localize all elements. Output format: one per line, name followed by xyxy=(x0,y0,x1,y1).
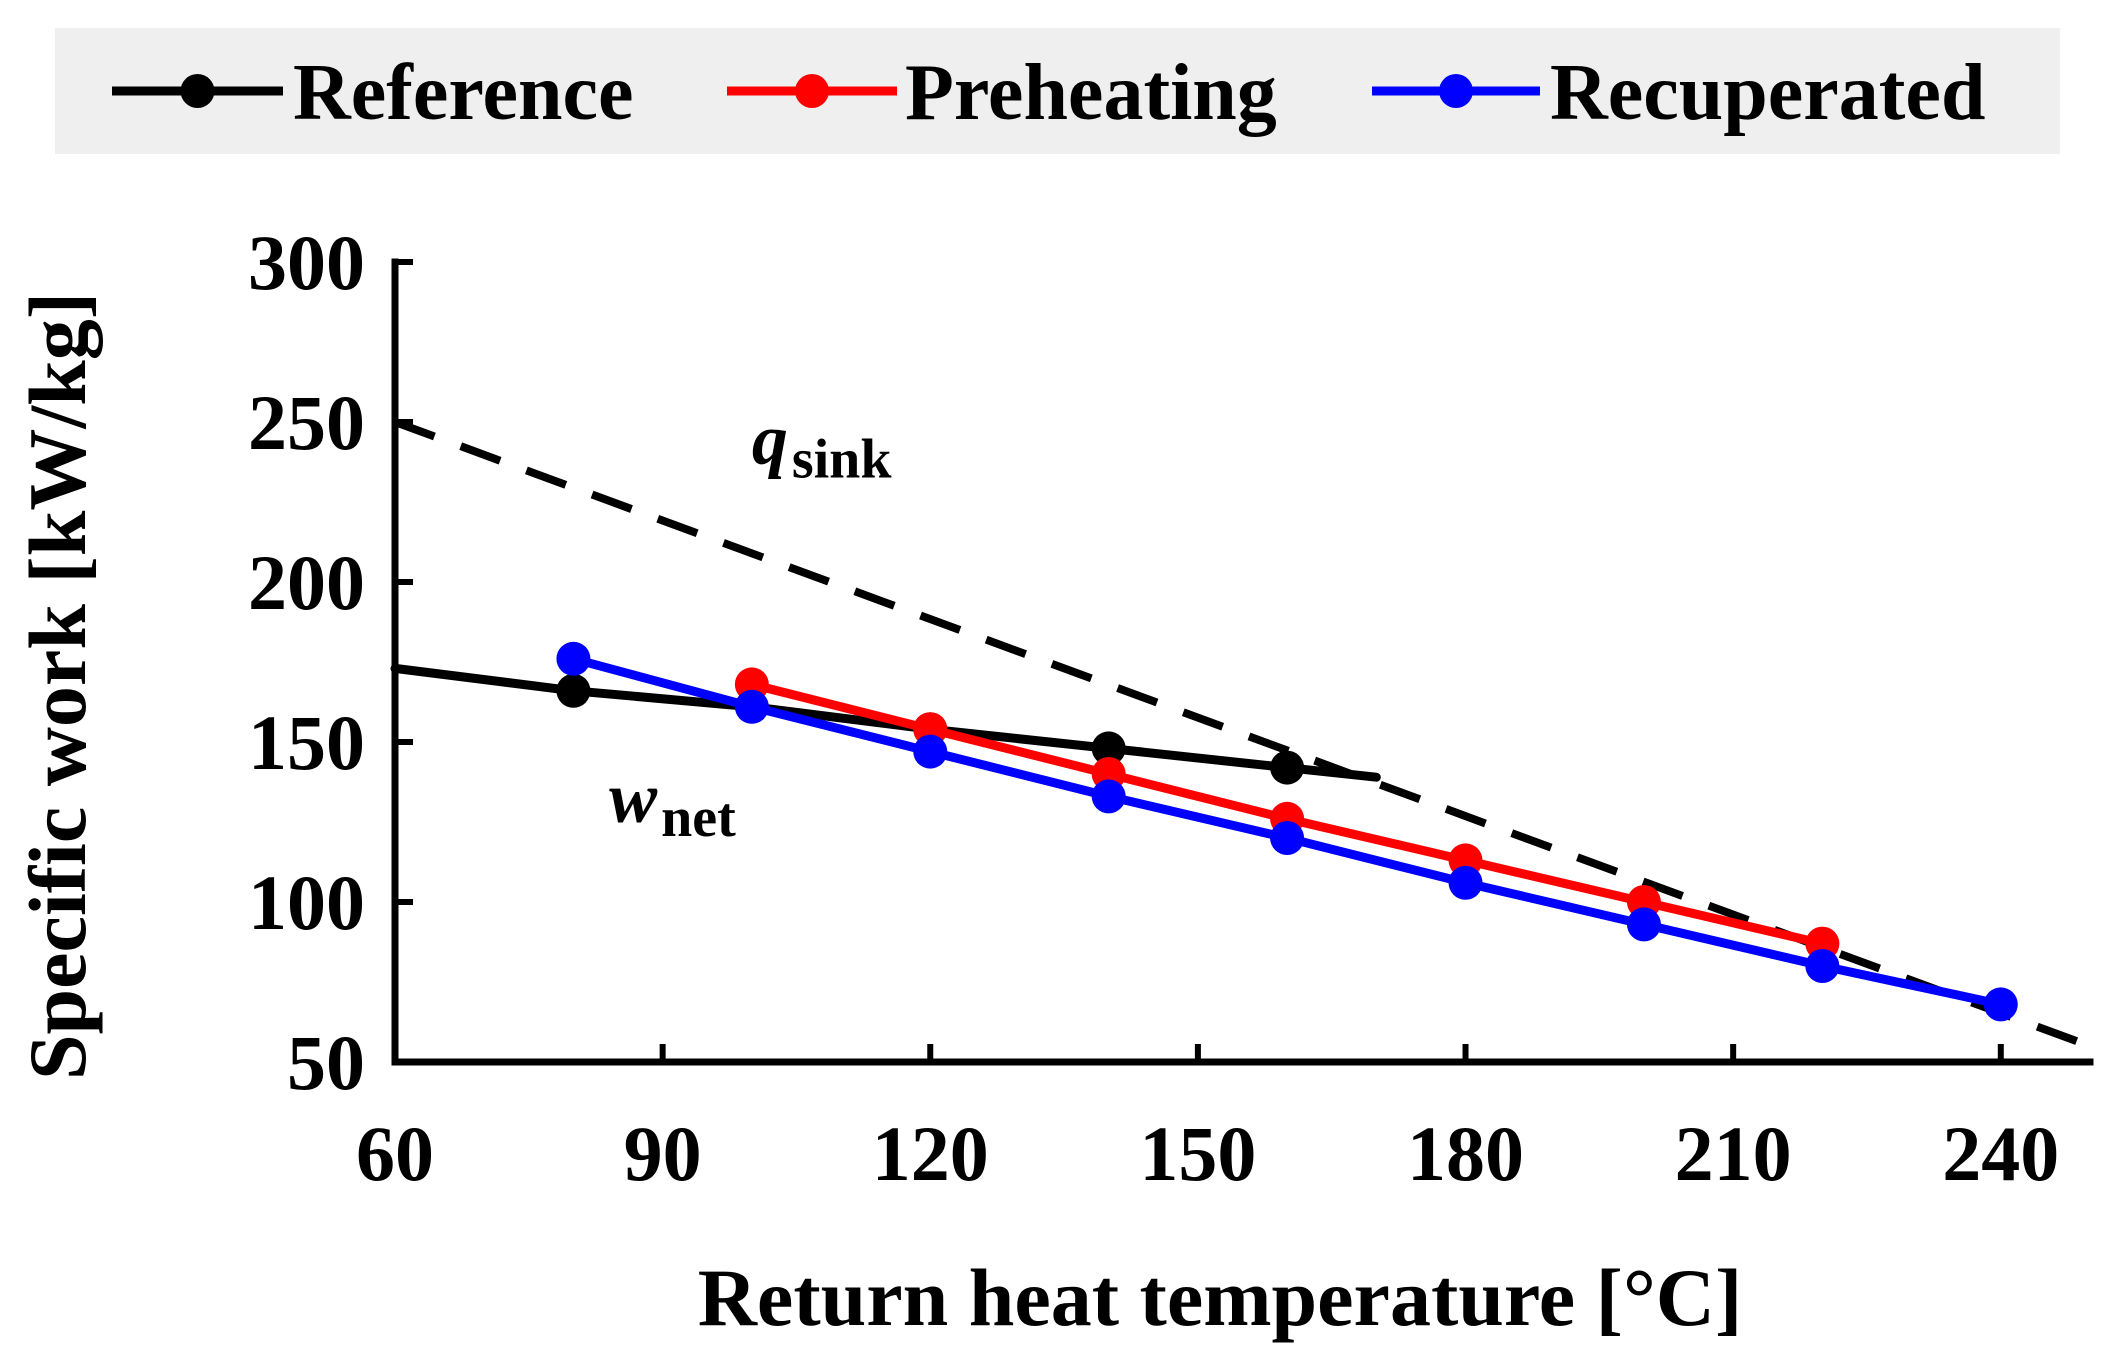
annotation-subscript: sink xyxy=(792,429,892,491)
data-point-recuperated xyxy=(1983,987,2018,1022)
annotation-q-sink: qsink xyxy=(752,400,892,491)
annotation-symbol: q xyxy=(752,400,788,480)
x-tick-label: 120 xyxy=(872,1110,989,1197)
x-tick-label: 180 xyxy=(1407,1110,1524,1197)
data-point-reference xyxy=(556,673,591,708)
legend-item-preheating: Preheating xyxy=(727,49,1277,137)
data-point-recuperated xyxy=(1091,779,1126,814)
y-tick-label: 50 xyxy=(287,1019,365,1106)
legend-label: Recuperated xyxy=(1550,49,1985,137)
data-point-recuperated xyxy=(1805,949,1840,983)
data-point-recuperated xyxy=(556,641,591,676)
annotation-subscript: net xyxy=(661,787,736,849)
y-axis-title: Specific work [kW/kg] xyxy=(12,292,103,1080)
legend-label: Reference xyxy=(293,49,634,137)
y-tick-label: 250 xyxy=(248,379,365,466)
legend-label: Preheating xyxy=(905,49,1277,137)
x-tick-label: 240 xyxy=(1942,1110,2059,1197)
legend-item-reference: Reference xyxy=(112,49,634,137)
data-point-reference xyxy=(1270,750,1305,785)
annotation-w-net: wnet xyxy=(609,758,736,849)
legend-marker xyxy=(1439,74,1473,108)
series-line-reference xyxy=(390,663,1381,782)
annotation-symbol: w xyxy=(609,758,658,838)
legend-marker xyxy=(180,74,215,108)
data-point-reference xyxy=(1091,731,1126,766)
data-point-recuperated xyxy=(734,689,769,724)
legend-item-recuperated: Recuperated xyxy=(1372,49,1985,137)
y-tick-label: 150 xyxy=(248,699,365,786)
legend-marker xyxy=(795,74,829,108)
x-tick-label: 150 xyxy=(1139,1110,1256,1197)
legend: Reference Preheating Recuperated xyxy=(55,28,2060,154)
data-point-recuperated xyxy=(913,734,948,769)
y-tick-label: 300 xyxy=(248,219,365,306)
y-tick-label: 100 xyxy=(248,859,365,946)
series-recuperated xyxy=(556,641,2018,1022)
data-point-recuperated xyxy=(1626,907,1661,942)
x-axis-title: Return heat temperature [°C] xyxy=(698,1252,1743,1343)
x-tick-label: 60 xyxy=(356,1110,434,1197)
x-tick-label: 90 xyxy=(624,1110,702,1197)
x-tick-label: 210 xyxy=(1675,1110,1792,1197)
series-preheating xyxy=(734,667,1840,961)
legend-background xyxy=(55,28,2060,154)
y-tick-label: 200 xyxy=(248,539,365,626)
data-point-recuperated xyxy=(1270,821,1305,855)
data-point-recuperated xyxy=(1448,865,1483,900)
series-reference xyxy=(390,663,1381,785)
